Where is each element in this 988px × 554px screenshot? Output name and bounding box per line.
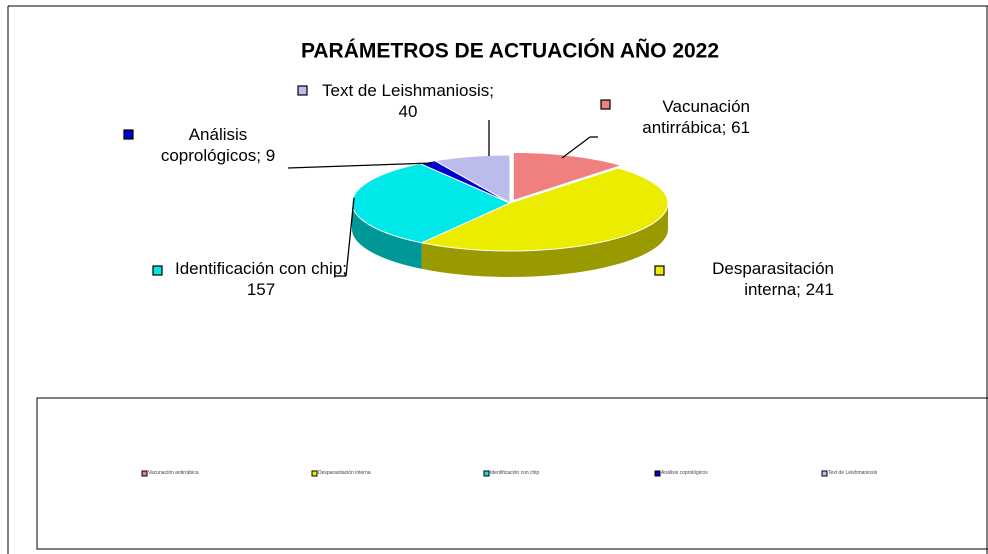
data-label: Análisis coprológicos; 9 bbox=[160, 125, 276, 165]
legend-key bbox=[141, 470, 148, 477]
slice-side-shade bbox=[352, 203, 422, 269]
chart-title: PARÁMETROS DE ACTUACIÓN AÑO 2022 bbox=[301, 39, 719, 63]
data-label: Vacunación antirrábica; 61 bbox=[642, 97, 750, 137]
leader-line bbox=[345, 197, 355, 277]
legend-entry: Identificación con chip bbox=[490, 470, 540, 476]
data-label: Text de Leishmaniosis; 40 bbox=[322, 81, 494, 121]
legend-key bbox=[654, 470, 661, 477]
legend-entry: Vacunación antirrábica bbox=[148, 470, 199, 476]
legend-key bbox=[311, 470, 318, 477]
legend-entry: Análisis coprológicos bbox=[661, 470, 708, 476]
label-key bbox=[123, 129, 134, 140]
slice-side bbox=[421, 203, 668, 277]
legend-key bbox=[821, 470, 828, 477]
slice bbox=[419, 167, 669, 252]
leader-line bbox=[561, 136, 591, 159]
legend-entry: Text de Leishmaniosis bbox=[828, 470, 878, 476]
slice bbox=[512, 151, 624, 202]
data-label: Identificación con chip; 157 bbox=[175, 259, 347, 299]
legend-box bbox=[36, 397, 988, 550]
leader-line bbox=[287, 162, 433, 169]
legend-entry: Desparasitación interna bbox=[318, 470, 371, 476]
slice-side-shade bbox=[421, 203, 668, 277]
slice bbox=[351, 163, 512, 244]
label-key bbox=[654, 265, 665, 276]
slice bbox=[433, 154, 511, 204]
label-key bbox=[600, 99, 611, 110]
label-key bbox=[152, 265, 163, 276]
legend-key bbox=[483, 470, 490, 477]
slice-side bbox=[352, 203, 422, 269]
label-key bbox=[297, 85, 308, 96]
data-label: Desparasitación interna; 241 bbox=[712, 259, 834, 299]
